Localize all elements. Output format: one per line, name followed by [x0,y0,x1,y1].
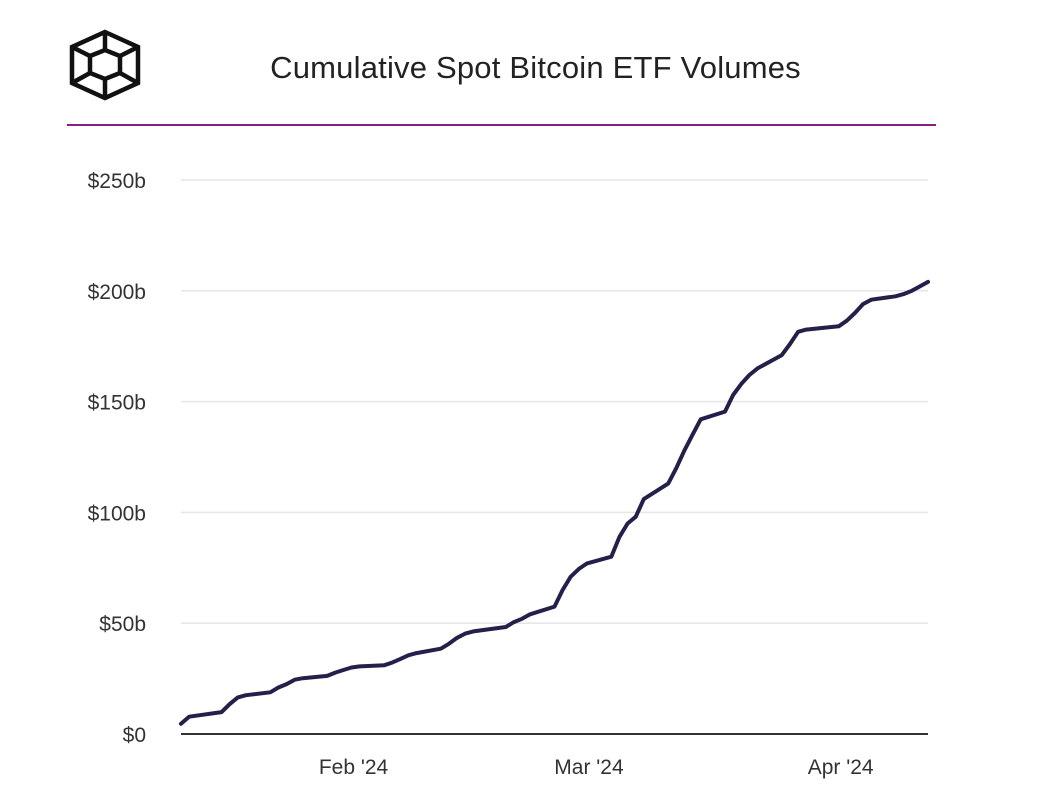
x-tick-label: Apr '24 [808,756,874,779]
x-axis-tick-labels: Feb '24 Mar '24 Apr '24 [319,756,874,779]
y-tick-label: $100b [88,502,146,525]
title-divider [67,124,936,126]
y-axis-tick-labels: $0 $50b $100b $150b $200b $250b [88,170,146,747]
y-tick-label: $0 [123,724,146,747]
gridlines [181,179,928,624]
hexagon-cube-logo-icon [69,29,141,101]
series-line-cumulative-volume [179,279,930,726]
x-tick-label: Feb '24 [319,756,389,779]
y-tick-label: $50b [99,613,146,636]
y-tick-label: $150b [88,392,146,415]
y-tick-label: $250b [88,170,146,193]
chart-title: Cumulative Spot Bitcoin ETF Volumes [270,50,801,85]
x-tick-label: Mar '24 [554,756,624,779]
y-tick-label: $200b [88,281,146,304]
